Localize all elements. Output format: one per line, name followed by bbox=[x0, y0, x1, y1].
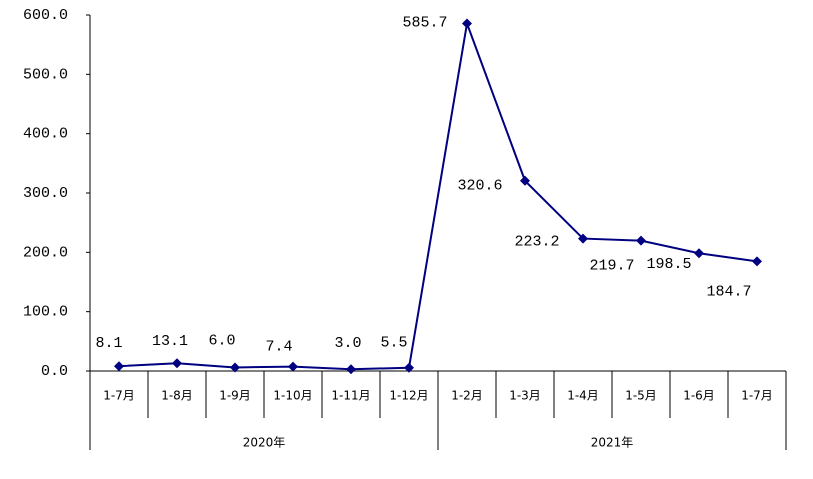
y-tick-label: 400.0 bbox=[23, 126, 68, 143]
marker bbox=[694, 248, 704, 259]
y-tick-label: 100.0 bbox=[23, 304, 68, 321]
y-tick-label: 500.0 bbox=[23, 66, 68, 83]
x-tick-label: 1-9月 bbox=[219, 389, 251, 403]
x-tick-label: 1-5月 bbox=[625, 389, 657, 403]
marker bbox=[346, 364, 356, 375]
marker bbox=[578, 233, 588, 244]
series-line bbox=[118, 19, 758, 371]
x-tick-label: 1-4月 bbox=[567, 389, 599, 403]
y-tick-label: 300.0 bbox=[23, 185, 68, 202]
data-label: 13.1 bbox=[152, 333, 188, 350]
marker bbox=[636, 235, 646, 246]
y-tick-label: 600.0 bbox=[23, 7, 68, 24]
x-tick-label: 1-6月 bbox=[683, 389, 715, 403]
data-label: 3.0 bbox=[334, 335, 361, 352]
marker bbox=[172, 358, 182, 369]
y-tick-label: 0.0 bbox=[41, 363, 68, 380]
x-tick-label: 1-2月 bbox=[451, 389, 483, 403]
group-label: 2020年 bbox=[243, 436, 286, 450]
x-tick-label: 1-12月 bbox=[389, 389, 428, 403]
marker bbox=[404, 362, 414, 373]
data-label: 320.6 bbox=[457, 178, 502, 195]
marker bbox=[230, 362, 240, 373]
x-tick-label: 1-10月 bbox=[273, 389, 312, 403]
data-label: 7.4 bbox=[265, 339, 292, 356]
marker bbox=[462, 18, 472, 29]
data-label: 198.5 bbox=[646, 256, 691, 273]
y-tick-label: 200.0 bbox=[23, 244, 68, 261]
x-tick-label: 1-7月 bbox=[103, 389, 135, 403]
marker bbox=[520, 175, 530, 186]
data-label: 184.7 bbox=[706, 283, 751, 300]
marker bbox=[114, 361, 124, 372]
marker bbox=[288, 361, 298, 372]
data-label: 5.5 bbox=[380, 335, 407, 352]
data-label: 223.2 bbox=[514, 234, 559, 251]
x-tick-label: 1-3月 bbox=[509, 389, 541, 403]
x-tick-label: 1-8月 bbox=[161, 389, 193, 403]
data-label: 219.7 bbox=[589, 258, 634, 275]
data-label: 6.0 bbox=[208, 332, 235, 349]
marker bbox=[752, 256, 762, 267]
data-label: 585.7 bbox=[402, 14, 447, 31]
data-label: 8.1 bbox=[95, 335, 122, 352]
x-tick-label: 1-7月 bbox=[741, 389, 773, 403]
group-label: 2021年 bbox=[591, 436, 634, 450]
x-tick-label: 1-11月 bbox=[331, 389, 370, 403]
